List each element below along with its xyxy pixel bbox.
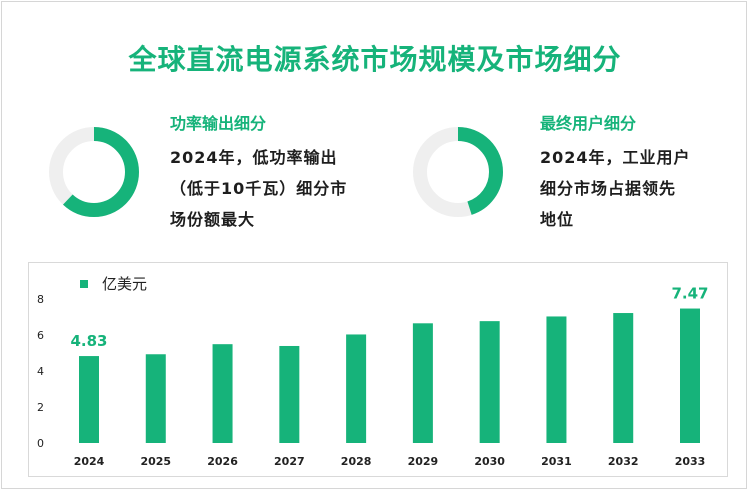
x-tick-label: 2031 [541,455,572,468]
power-output-line-2: （低于10千瓦）细分市 [170,179,348,198]
x-tick-label: 2027 [274,455,305,468]
x-tick-label: 2033 [675,455,706,468]
power-output-description: 2024年，低功率输出 （低于10千瓦）细分市 场份额最大 [170,142,347,235]
bar-2026 [212,344,233,443]
bar-2030 [479,321,500,443]
chart-panel [28,262,728,477]
bar-2031 [546,316,567,443]
bar-2032 [613,313,634,443]
end-user-donut [412,126,504,218]
end-user-line-3: 地位 [540,210,575,229]
legend-label: 亿美元 [102,275,148,293]
x-tick-label: 2029 [408,455,439,468]
x-tick-label: 2025 [140,455,171,468]
bar-2024 [79,356,99,443]
x-tick-label: 2024 [74,455,105,468]
power-output-line-3: 场份额最大 [170,210,256,229]
y-tick-label: 0 [37,437,44,450]
data-label: 7.47 [671,285,708,303]
donut-share-arc [413,127,503,217]
x-tick-label: 2032 [608,455,639,468]
y-tick-label: 4 [37,365,44,378]
bar-2027 [279,345,300,443]
power-output-title: 功率输出细分 [170,114,267,133]
power-output-donut [48,126,140,218]
page-title: 全球直流电源系统市场规模及市场细分 [128,43,622,76]
x-tick-label: 2028 [341,455,372,468]
bar-2028 [346,334,367,443]
power-output-line-1: 2024年，低功率输出 [170,148,338,167]
bar-2029 [412,323,433,443]
end-user-line-1: 2024年，工业用户 [540,148,691,167]
bar-2033 [680,308,700,443]
y-tick-label: 8 [37,293,44,306]
end-user-description: 2024年，工业用户 细分市场占据领先 地位 [540,142,691,235]
x-tick-label: 2030 [474,455,505,468]
end-user-title: 最终用户细分 [540,114,637,133]
legend-swatch [80,280,88,288]
donut-share-arc [49,127,139,217]
end-user-line-2: 细分市场占据领先 [540,179,677,198]
x-tick-label: 2026 [207,455,238,468]
bar-2025 [145,354,166,443]
data-label: 4.83 [70,332,107,350]
y-tick-label: 2 [37,401,44,414]
y-tick-label: 6 [37,329,44,342]
